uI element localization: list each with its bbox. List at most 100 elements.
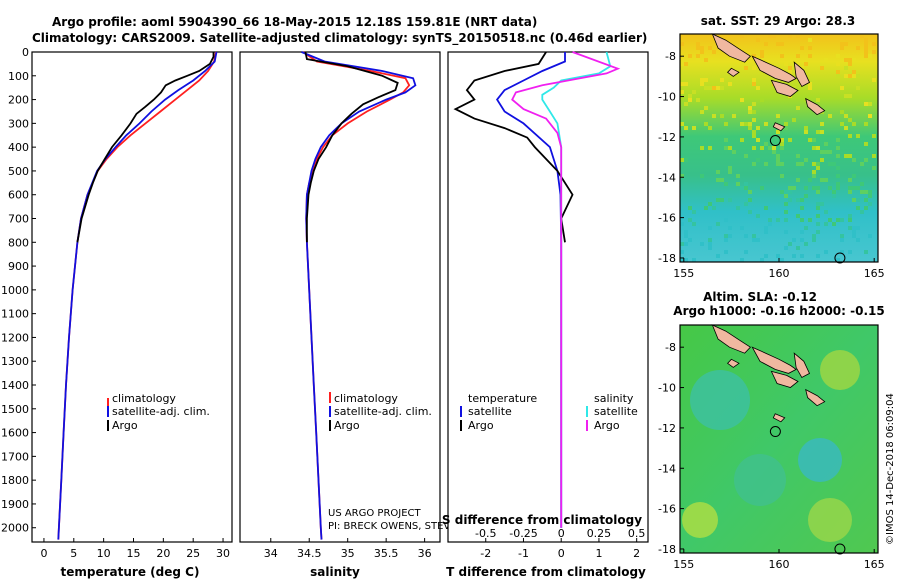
sst-pixel [700, 110, 704, 114]
sst-pixel [732, 114, 736, 118]
sst-pixel [856, 238, 860, 242]
map-y-tick-label: -12 [658, 131, 676, 144]
sst-pixel [864, 122, 868, 126]
sst-pixel [848, 62, 852, 66]
sst-pixel [852, 174, 856, 178]
sst-pixel [788, 198, 792, 202]
sst-pixel [784, 202, 788, 206]
sst-pixel [868, 114, 872, 118]
sst-pixel [780, 54, 784, 58]
sst-pixel [832, 162, 836, 166]
x-tick-label: -2 [480, 547, 491, 560]
sst-pixel [820, 122, 824, 126]
sst-pixel [688, 98, 692, 102]
sst-pixel [764, 122, 768, 126]
sst-pixel [760, 50, 764, 54]
sst-pixel [816, 202, 820, 206]
x-tick-label: 0 [40, 547, 47, 560]
sst-pixel [784, 246, 788, 250]
x-tick-label: -1 [518, 547, 529, 560]
series-line-satellite-adj-clim- [301, 51, 417, 540]
sst-pixel [724, 146, 728, 150]
sst-pixel [764, 206, 768, 210]
sst-map-panel: sat. SST: 29 Argo: 28.3 155 160 165 -8 -10 -1… [658, 14, 885, 280]
sst-pixel [740, 226, 744, 230]
figure-title-line1: Argo profile: aoml 5904390_66 18-May-201… [52, 15, 537, 30]
sst-pixel [752, 234, 756, 238]
sst-pixel [776, 154, 780, 158]
sla-anomaly-blob [682, 502, 718, 538]
sst-pixel [744, 186, 748, 190]
salinity-plot-frame [239, 51, 441, 543]
sst-pixel [688, 206, 692, 210]
sst-pixel [740, 138, 744, 142]
sst-pixel [708, 126, 712, 130]
legend-sal-argo-label: Argo [594, 419, 620, 432]
sst-pixel [840, 46, 844, 50]
sst-pixel [840, 122, 844, 126]
sst-pixel [796, 154, 800, 158]
sst-pixel [756, 126, 760, 130]
sst-pixel [752, 82, 756, 86]
sla-map-anomalies [682, 350, 860, 542]
depth-tick-label: 100 [8, 70, 29, 83]
sst-pixel [852, 234, 856, 238]
sst-pixel [844, 94, 848, 98]
sst-pixel [836, 174, 840, 178]
sst-pixel [836, 70, 840, 74]
sst-pixel [864, 190, 868, 194]
island [770, 370, 799, 388]
sst-pixel [836, 138, 840, 142]
sst-pixel [836, 154, 840, 158]
sst-pixel [688, 54, 692, 58]
sst-pixel [804, 186, 808, 190]
sst-pixel [812, 162, 816, 166]
s-difference-tick-label: -0.25 [509, 527, 537, 540]
sla-map-axes: 155 160 165 -8 -10 -12 -14 -16 -18 [658, 341, 885, 571]
sst-pixel [820, 150, 824, 154]
sst-pixel [860, 162, 864, 166]
island [726, 358, 740, 368]
sst-pixel [800, 206, 804, 210]
sst-pixel [800, 254, 804, 258]
sst-pixel [848, 190, 852, 194]
sst-pixel [700, 50, 704, 54]
sst-pixel [696, 46, 700, 50]
sst-pixel [712, 50, 716, 54]
sst-pixel [756, 86, 760, 90]
sst-pixel [700, 174, 704, 178]
x-tick-label: 1 [595, 547, 602, 560]
sst-pixel [764, 226, 768, 230]
sla-anomaly-blob [734, 454, 786, 506]
sst-pixel [872, 134, 876, 138]
sst-pixel [800, 218, 804, 222]
island [711, 324, 752, 354]
sst-pixel [764, 142, 768, 146]
sst-pixel [856, 206, 860, 210]
sst-pixel [852, 70, 856, 74]
sst-pixel [716, 222, 720, 226]
x-tick-label: 35.5 [374, 547, 399, 560]
sst-pixel [856, 46, 860, 50]
sst-pixel [708, 146, 712, 150]
sst-pixel [836, 258, 840, 262]
sst-pixel [720, 178, 724, 182]
sst-map-pixels [680, 34, 876, 262]
sst-pixel [724, 138, 728, 142]
sst-pixel [844, 154, 848, 158]
sst-pixel [836, 74, 840, 78]
sst-pixel [868, 234, 872, 238]
sst-pixel [724, 238, 728, 242]
sst-pixel [848, 74, 852, 78]
sst-pixel [716, 170, 720, 174]
sst-pixel [748, 126, 752, 130]
sla-map-panel: Altim. SLA: -0.12 Argo h1000: -0.16 h200… [658, 290, 885, 571]
sst-pixel [684, 230, 688, 234]
sst-pixel [804, 194, 808, 198]
sst-pixel [808, 54, 812, 58]
sst-pixel [784, 126, 788, 130]
sst-pixel [760, 98, 764, 102]
salinity-legend: climatology satellite-adj. clim. Argo [329, 392, 432, 432]
sst-pixel [688, 238, 692, 242]
